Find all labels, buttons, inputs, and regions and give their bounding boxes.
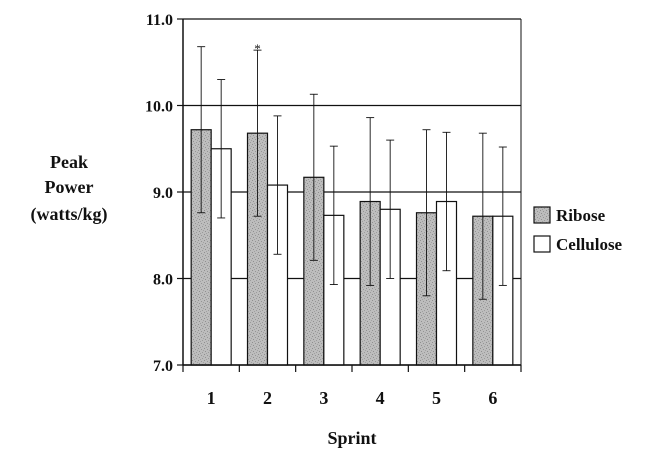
y-axis-title-line-1: Peak [50, 152, 88, 172]
legend-swatch-ribose [533, 206, 551, 224]
x-tick-label-2: 2 [263, 388, 272, 408]
legend-label-ribose: Ribose [556, 206, 606, 225]
legend-swatch-cellulose [533, 235, 551, 253]
x-axis-title: Sprint [327, 428, 376, 448]
y-tick-label: 9.0 [153, 185, 173, 202]
x-tick-label-4: 4 [376, 388, 385, 408]
y-axis-title-line-3: (watts/kg) [31, 204, 108, 225]
significance-asterisk: * [254, 41, 261, 56]
x-tick-label-1: 1 [207, 388, 216, 408]
x-tick-label-5: 5 [432, 388, 441, 408]
bar-layer [190, 46, 514, 366]
y-tick-label: 7.0 [153, 358, 173, 375]
y-tick-label: 11.0 [146, 12, 173, 29]
x-tick-label-6: 6 [488, 388, 497, 408]
legend-label-cellulose: Cellulose [556, 235, 623, 254]
y-tick-label: 10.0 [145, 99, 173, 116]
legend: Ribose Cellulose [533, 206, 623, 254]
axis-layer [177, 18, 522, 372]
grid-layer [183, 18, 521, 366]
label-layer: 7.0 8.0 9.0 10.0 11.0 1 2 3 4 5 6 * Sprint Peak Power (… [31, 12, 498, 448]
y-tick-label: 8.0 [153, 272, 173, 289]
y-axis-title-line-2: Power [45, 177, 94, 197]
x-tick-label-3: 3 [319, 388, 328, 408]
